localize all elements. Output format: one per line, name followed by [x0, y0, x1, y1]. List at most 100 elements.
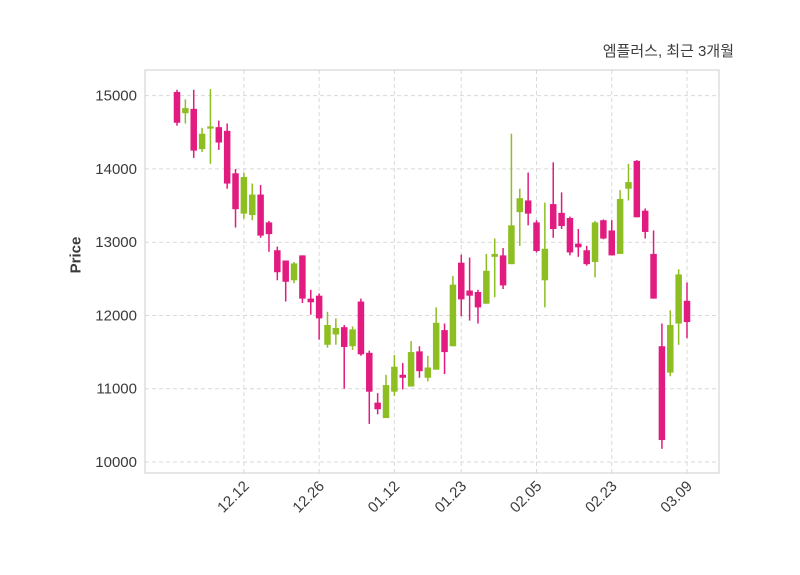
candle-wick [560, 192, 563, 230]
candle [399, 363, 406, 390]
candle [207, 89, 214, 164]
candle-body [416, 351, 423, 372]
candle [449, 275, 457, 347]
x-tick: 03.09 [657, 478, 696, 517]
candle-body [683, 300, 691, 323]
candle [257, 185, 264, 238]
candle-body [524, 200, 532, 214]
x-tick: 01.12 [365, 478, 404, 517]
candle-body [315, 295, 323, 319]
candle-wick [268, 220, 270, 252]
candle-body [399, 374, 406, 378]
candle-wick [468, 257, 471, 321]
candle-body [198, 133, 206, 150]
candle [650, 230, 657, 299]
plot-border [144, 69, 720, 474]
candle-body [558, 212, 565, 227]
candle-body [382, 385, 390, 419]
candle-wick [577, 229, 580, 257]
candle-body [324, 324, 331, 345]
candle-body [616, 198, 624, 254]
candle-body [441, 330, 448, 353]
candle-body [658, 346, 666, 441]
candle-body [608, 230, 616, 256]
x-tick: 12.12 [214, 478, 253, 517]
candle-body [307, 298, 315, 303]
x-tick-label: 03.09 [657, 478, 696, 517]
x-tick-label: 02.05 [507, 478, 546, 517]
candle [483, 253, 490, 304]
candle [516, 188, 524, 246]
candle [658, 323, 666, 449]
candle [591, 220, 599, 278]
candle-body [232, 173, 239, 210]
y-tick-labels: 10000 11000 12000 13000 14000 15000 [95, 88, 137, 471]
candle [366, 350, 373, 424]
candle [583, 245, 590, 266]
candle [274, 246, 281, 281]
candle-body [173, 91, 181, 123]
candle [340, 324, 348, 389]
candle-body [290, 263, 298, 281]
candle-body [265, 222, 273, 235]
x-tick-labels: 12.12 12.26 01.12 01.23 02.05 02.23 03.09 [214, 478, 696, 517]
candle [491, 238, 498, 298]
candle [299, 255, 306, 304]
candle [173, 89, 181, 126]
chart-title: 엠플러스, 최근 3개월 [602, 43, 734, 60]
candle [558, 192, 565, 230]
candle-body [257, 194, 264, 236]
x-tick: 02.05 [507, 478, 546, 517]
candle-body [591, 222, 599, 262]
y-tick-label: 14000 [95, 161, 137, 178]
candle [374, 393, 381, 415]
candle [182, 99, 189, 124]
candle-body [575, 243, 582, 248]
candle-body [483, 270, 490, 304]
candle-body [391, 366, 398, 392]
candle-body [449, 284, 457, 347]
candle-body [332, 327, 340, 335]
candle [324, 311, 331, 348]
candle-body [583, 250, 590, 265]
candle-body [600, 220, 607, 239]
candle [349, 326, 356, 350]
candle [667, 310, 674, 377]
candle-body [182, 108, 189, 114]
candle [541, 202, 549, 308]
candle-body [282, 260, 289, 282]
x-tick-label: 02.23 [582, 478, 621, 517]
candle [675, 269, 682, 345]
candle [232, 168, 239, 228]
candle-body [633, 160, 641, 218]
x-tick: 12.26 [289, 478, 328, 517]
candle [533, 220, 540, 253]
candle-body [248, 194, 256, 216]
candle-wick [519, 188, 521, 246]
candle-body [566, 218, 574, 253]
candle [215, 120, 223, 150]
x-tick: 01.23 [432, 478, 471, 517]
candle [382, 374, 390, 419]
candle [198, 127, 206, 153]
candle-body [499, 255, 507, 286]
candle [474, 289, 482, 324]
candle [524, 172, 532, 226]
candle [608, 220, 616, 256]
candle [391, 355, 398, 397]
candle-wick [552, 162, 554, 238]
candle [641, 208, 649, 239]
candle-body [466, 290, 473, 296]
candle-body [458, 262, 465, 300]
candle-body [223, 130, 231, 184]
candle-body [675, 274, 682, 324]
candle [282, 260, 289, 302]
candle-wick [493, 238, 496, 298]
candle [416, 346, 423, 378]
x-tick: 02.23 [582, 478, 621, 517]
candle [575, 229, 582, 257]
y-tick-label: 12000 [95, 307, 137, 324]
candle [466, 257, 473, 321]
candle [223, 123, 231, 189]
candle-body [508, 225, 515, 265]
